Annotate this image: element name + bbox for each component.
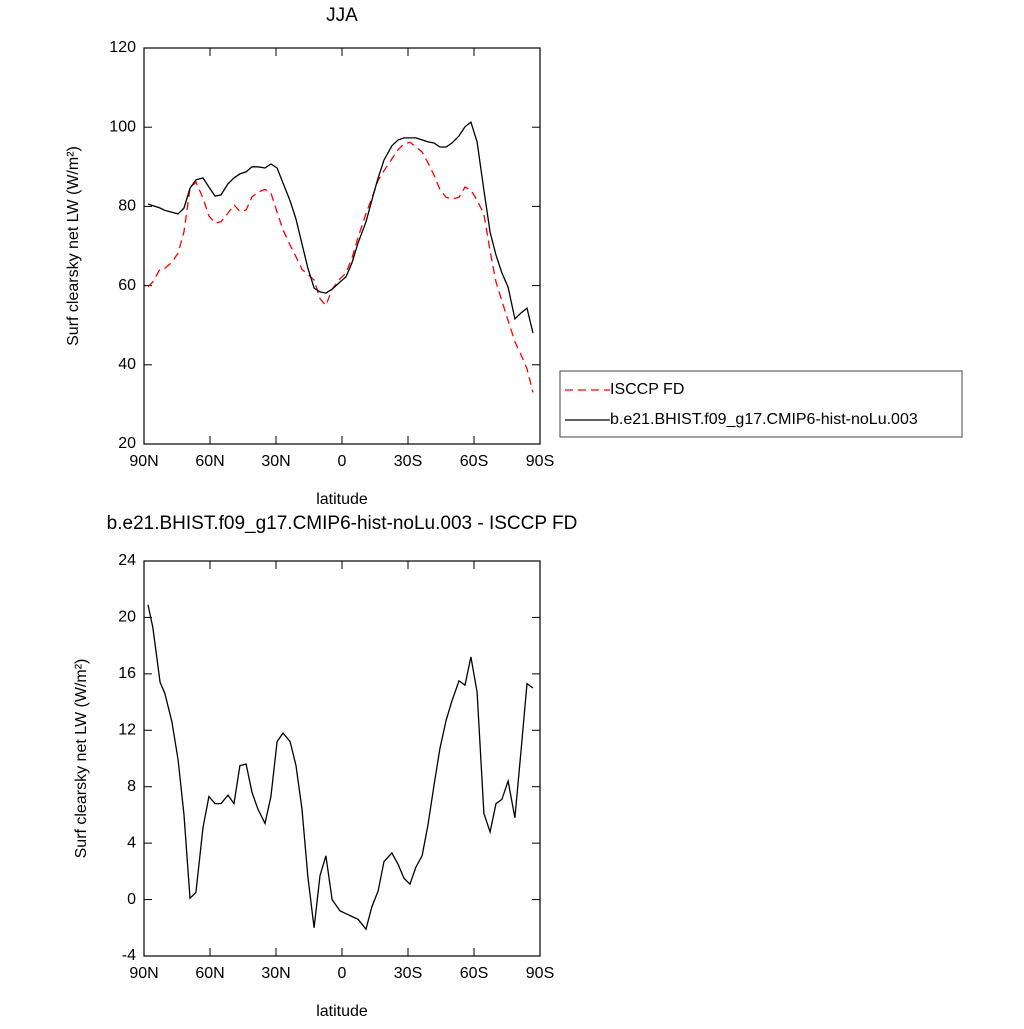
x-tick-label: 0: [338, 965, 347, 982]
y-tick-label: 8: [127, 778, 136, 795]
legend-box: [559, 370, 963, 438]
x-tick-label: 90S: [526, 453, 554, 470]
x-tick-label: 60S: [460, 965, 488, 982]
x-tick-label: 30S: [394, 965, 422, 982]
y-tick-label: 20: [118, 435, 136, 452]
x-tick-label: 90N: [129, 965, 158, 982]
y-tick-label: 24: [118, 552, 136, 569]
x-tick-label: 90S: [526, 965, 554, 982]
x-tick-label: 30N: [261, 965, 290, 982]
y-axis-label: Surf clearsky net LW (W/m²): [73, 659, 90, 859]
x-axis-label: latitude: [316, 491, 368, 508]
legend-label: ISCCP FD: [610, 381, 684, 398]
y-tick-label: 80: [118, 198, 136, 215]
y-tick-label: -4: [122, 947, 136, 964]
y-tick-label: 16: [118, 665, 136, 682]
chart-panel: b.e21.BHIST.f09_g17.CMIP6-hist-noLu.003 …: [73, 513, 577, 1020]
chart-panel: JJA latitude Surf clearsky net LW (W/m²) 90…: [65, 5, 963, 508]
chart-title: JJA: [326, 5, 358, 26]
data-line: [147, 121, 534, 334]
chart-title: b.e21.BHIST.f09_g17.CMIP6-hist-noLu.003 …: [107, 513, 578, 534]
x-tick-label: 30N: [261, 453, 290, 470]
y-tick-label: 4: [127, 834, 136, 851]
legend-label: b.e21.BHIST.f09_g17.CMIP6-hist-noLu.003: [610, 411, 918, 428]
y-axis-label: Surf clearsky net LW (W/m²): [65, 146, 82, 346]
y-tick-label: 60: [118, 277, 136, 294]
x-tick-label: 90N: [129, 453, 158, 470]
x-tick-label: 60N: [195, 965, 224, 982]
data-line: [147, 604, 534, 931]
x-tick-label: 30S: [394, 453, 422, 470]
plot-frame: [143, 560, 541, 957]
x-axis-label: latitude: [316, 1003, 368, 1020]
y-tick-label: 120: [109, 39, 136, 56]
data-line: [147, 141, 534, 393]
x-tick-label: 60N: [195, 453, 224, 470]
y-tick-label: 100: [109, 118, 136, 135]
plot-frame: [143, 47, 541, 445]
y-tick-label: 12: [118, 722, 136, 739]
y-tick-label: 0: [127, 891, 136, 908]
x-tick-label: 0: [338, 453, 347, 470]
x-tick-label: 60S: [460, 453, 488, 470]
y-tick-label: 40: [118, 356, 136, 373]
y-tick-label: 20: [118, 609, 136, 626]
